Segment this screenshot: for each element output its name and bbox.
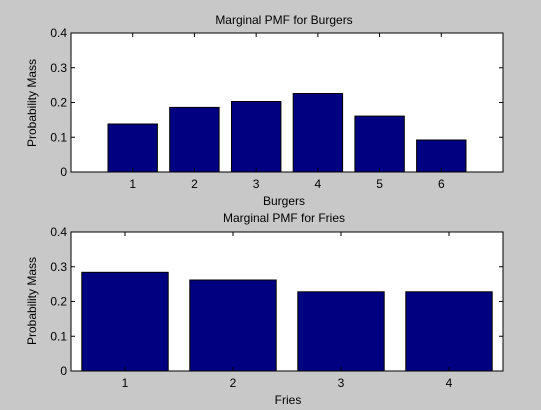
x-axis-ticks: 1 2 3 4 5 6 [129, 33, 445, 191]
bar-5 [354, 115, 405, 173]
x-tick-label: 3 [253, 177, 260, 191]
y-tick-label: 0.1 [50, 329, 67, 343]
x-tick-label: 1 [129, 177, 136, 191]
x-tick-label: 6 [438, 177, 445, 191]
chart-title: Marginal PMF for Fries [223, 211, 345, 225]
bar-2 [169, 106, 220, 173]
bar-6 [416, 139, 467, 173]
y-axis-label: Probability Mass [25, 257, 39, 345]
y-tick-label: 0.1 [50, 130, 67, 144]
x-tick-label: 2 [191, 177, 198, 191]
bar-2 [189, 279, 277, 372]
x-tick-label: 3 [338, 376, 345, 390]
x-tick-label: 5 [376, 177, 383, 191]
y-axis-label: Probability Mass [25, 59, 39, 147]
bar-3 [231, 101, 282, 173]
x-tick-label: 2 [230, 376, 237, 390]
bar-group [81, 271, 493, 372]
y-tick-label: 0 [60, 364, 67, 378]
bar-3 [297, 291, 385, 372]
y-tick-label: 0.3 [50, 61, 67, 75]
chart-title: Marginal PMF for Burgers [215, 13, 352, 27]
bar-4 [405, 291, 493, 372]
y-tick-label: 0.4 [50, 225, 67, 239]
y-tick-label: 0.2 [50, 96, 67, 110]
x-tick-label: 4 [446, 376, 453, 390]
bar-1 [107, 123, 158, 173]
x-axis-label: Burgers [263, 194, 305, 208]
y-axis-ticks: 0 0.1 0.2 0.3 0.4 [50, 225, 503, 378]
x-axis-ticks: 1 2 3 4 [122, 232, 453, 390]
y-tick-label: 0.4 [50, 26, 67, 40]
chart-burgers: Marginal PMF for Burgers 0 0.1 0.2 0.3 0.4 1… [25, 13, 504, 208]
x-axis-label: Fries [275, 393, 302, 407]
bar-4 [292, 93, 344, 173]
chart-fries: Marginal PMF for Fries 0 0.1 0.2 0.3 0.4 1 2 3… [25, 211, 504, 407]
bar-group [107, 93, 467, 173]
y-tick-label: 0.3 [50, 260, 67, 274]
x-tick-label: 1 [122, 376, 129, 390]
y-tick-label: 0.2 [50, 295, 67, 309]
x-tick-label: 4 [315, 177, 322, 191]
y-axis-ticks: 0 0.1 0.2 0.3 0.4 [50, 26, 503, 179]
y-tick-label: 0 [60, 165, 67, 179]
bar-1 [81, 271, 169, 372]
